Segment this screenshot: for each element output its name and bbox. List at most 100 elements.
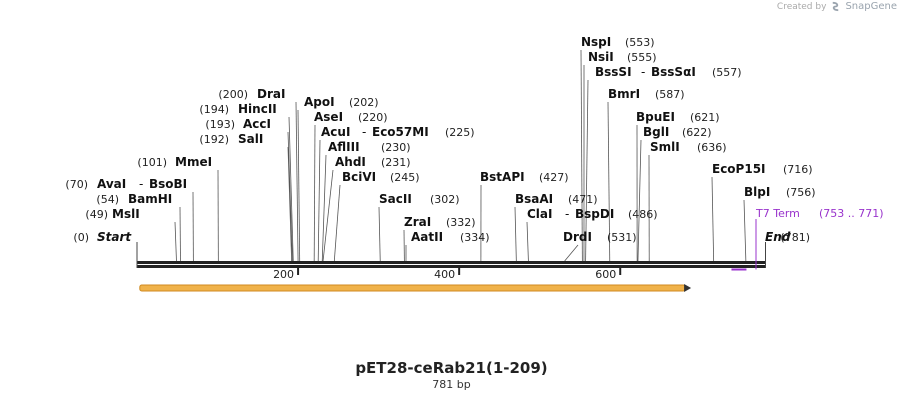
t7-term-range: (753 .. 771): [819, 207, 884, 220]
watermark-created-by: Created by: [776, 1, 827, 12]
site-position-blpi: (756): [786, 186, 816, 199]
snapgene-logo-icon: [833, 1, 839, 12]
site-name-sacii[interactable]: SacII: [379, 192, 412, 206]
site-connector-sacii: [378, 206, 381, 262]
snapgene-watermark: Created by SnapGene: [777, 1, 897, 12]
site-position-afliii: (230): [381, 141, 411, 154]
site-position-end: (781): [780, 231, 810, 244]
site-name-mmei[interactable]: MmeI: [175, 155, 212, 169]
site-position-bamhi: (54): [96, 193, 119, 206]
site-name-drdi[interactable]: DrdI: [563, 230, 592, 244]
site-position-aatii: (334): [460, 231, 490, 244]
site-name-bcivi[interactable]: BciVI: [342, 170, 376, 184]
t7-terminator-feature[interactable]: T7 Term (753 .. 771): [731, 207, 884, 271]
ruler-ticks: 200 400 600: [273, 268, 622, 281]
site-name-start[interactable]: Start: [97, 230, 132, 244]
site-name-bsobi[interactable]: BsoBI: [149, 177, 187, 191]
site-position-mmei: (101): [137, 156, 167, 169]
site-position-start: (0): [73, 231, 89, 244]
site-name-ahdi[interactable]: AhdI: [335, 155, 366, 169]
site-connector-sali: [287, 146, 293, 262]
site-name-bmri[interactable]: BmrI: [608, 87, 640, 101]
watermark-brand: SnapGene: [845, 1, 897, 12]
site-name-ecop15i[interactable]: EcoP15I: [712, 162, 766, 176]
site-name-eco57mi[interactable]: Eco57MI: [372, 125, 429, 139]
site-connector-drdi: [564, 244, 579, 262]
site-name-drai[interactable]: DraI: [257, 87, 285, 101]
map-title-block: pET28-ceRab21(1-209) 781 bp: [0, 359, 903, 391]
site-connector-asei: [313, 124, 316, 262]
site-position-acci: (193): [205, 118, 235, 131]
site-position-sacii: (302): [430, 193, 460, 206]
site-name-bamhi[interactable]: BamHI: [128, 192, 172, 206]
site-connector-apoi: [297, 109, 301, 262]
site-connector-bmri: [607, 101, 611, 262]
site-position-nspi: (553): [625, 36, 655, 49]
site-position-hincii: (194): [199, 103, 229, 116]
site-name-asei[interactable]: AseI: [314, 110, 343, 124]
site-name-bgli[interactable]: BglI: [643, 125, 669, 139]
ruler-tick-label: 600: [595, 268, 616, 281]
site-name-separator: -: [362, 125, 366, 139]
site-connector-lines: [174, 49, 747, 262]
site-name-nspi[interactable]: NspI: [581, 35, 611, 49]
site-position-bpuei: (621): [690, 111, 720, 124]
site-connector-bgli: [637, 139, 642, 262]
site-position-eco57mi: (225): [445, 126, 475, 139]
site-name-nsii[interactable]: NsiI: [588, 50, 614, 64]
site-position-avai: (70): [65, 178, 88, 191]
site-name-bspdi[interactable]: BspDI: [575, 207, 614, 221]
site-position-sali: (192): [199, 133, 229, 146]
site-name-afliii[interactable]: AflIII: [328, 140, 360, 154]
site-labels: Start(0)MslI(49)BamHI(54)AvaI(70) BsoBI-M…: [65, 35, 815, 244]
site-position-asei: (220): [358, 111, 388, 124]
site-name-acui[interactable]: AcuI: [321, 125, 350, 139]
site-name-zrai[interactable]: ZraI: [404, 215, 431, 229]
ruler-tick-label: 200: [273, 268, 294, 281]
site-name-clai[interactable]: ClaI: [527, 207, 552, 221]
site-name-blpi[interactable]: BlpI: [744, 185, 770, 199]
ruler-tick-label: 400: [434, 268, 455, 281]
site-connector-clai: [526, 221, 529, 262]
site-name-end[interactable]: End: [765, 230, 791, 244]
site-name-bsssi[interactable]: BssSI: [595, 65, 632, 79]
site-name-hincii[interactable]: HincII: [238, 102, 277, 116]
site-position-bgli: (622): [682, 126, 712, 139]
site-name-sali[interactable]: SalI: [238, 132, 263, 146]
site-name-apoi[interactable]: ApoI: [304, 95, 335, 109]
site-name-separator: -: [139, 177, 143, 191]
site-name-bsaai[interactable]: BsaAI: [515, 192, 553, 206]
site-position-drai: (200): [218, 88, 248, 101]
site-connector-bsssi: [585, 79, 589, 262]
site-connector-blpi: [743, 199, 747, 262]
site-name-separator: -: [641, 65, 645, 79]
orf-arrow[interactable]: [139, 284, 692, 292]
site-name-avai[interactable]: AvaI: [97, 177, 126, 191]
site-name-bpuei[interactable]: BpuEI: [636, 110, 675, 124]
site-connector-msli: [174, 221, 177, 262]
site-position-bstapi: (427): [539, 171, 569, 184]
site-name-acci[interactable]: AccI: [243, 117, 271, 131]
plasmid-name: pET28-ceRab21(1-209): [355, 359, 548, 377]
site-position-apoi: (202): [349, 96, 379, 109]
site-position-zrai: (332): [446, 216, 476, 229]
site-position-ecop15i: (716): [783, 163, 813, 176]
site-name-msli[interactable]: MslI: [112, 207, 140, 221]
site-connector-bsaai: [514, 206, 517, 262]
site-connector-acui: [317, 139, 321, 262]
site-name-bstapi[interactable]: BstAPI: [480, 170, 525, 184]
site-position-msli: (49): [85, 208, 108, 221]
site-position-bcivi: (245): [390, 171, 420, 184]
site-position-ahdi: (231): [381, 156, 411, 169]
site-name-bsssαi[interactable]: BssSαI: [651, 65, 696, 79]
orf-body: [139, 284, 686, 292]
site-name-aatii[interactable]: AatII: [411, 230, 443, 244]
orf-arrow-head: [684, 284, 692, 292]
site-name-smli[interactable]: SmlI: [650, 140, 680, 154]
site-position-smli: (636): [697, 141, 727, 154]
site-connector-hincii: [288, 116, 294, 262]
site-connector-ahdi: [322, 169, 334, 262]
site-position-bmri: (587): [655, 88, 685, 101]
site-connector-drai: [295, 101, 299, 262]
